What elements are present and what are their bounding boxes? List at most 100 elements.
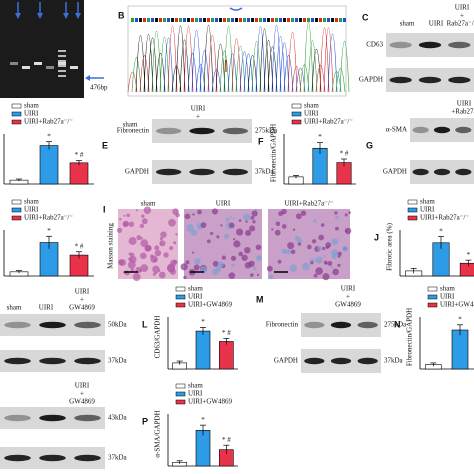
tissue bbox=[159, 237, 164, 241]
tissue bbox=[228, 272, 236, 279]
legend-label: UIRI bbox=[304, 110, 319, 118]
gel-band bbox=[58, 55, 66, 57]
blot-band bbox=[330, 321, 352, 329]
blot-band bbox=[418, 41, 442, 49]
tissue bbox=[175, 212, 180, 218]
tissue bbox=[193, 264, 200, 271]
lane-header: sham bbox=[7, 304, 22, 312]
tissue bbox=[301, 262, 310, 271]
legend-swatch bbox=[427, 302, 438, 308]
tissue bbox=[334, 226, 339, 231]
base-call bbox=[323, 18, 326, 22]
tissue bbox=[337, 251, 342, 256]
base-call bbox=[143, 18, 146, 22]
kda-label: 275kDa bbox=[255, 127, 278, 135]
blot-band bbox=[455, 126, 472, 134]
tissue bbox=[332, 268, 339, 276]
significance: * bbox=[201, 416, 205, 424]
base-call bbox=[263, 18, 266, 22]
tissue bbox=[220, 224, 223, 227]
tissue bbox=[140, 239, 149, 247]
tissue bbox=[140, 264, 149, 273]
tissue bbox=[152, 265, 160, 274]
tissue bbox=[150, 255, 158, 263]
tissue bbox=[330, 265, 334, 269]
tissue bbox=[238, 251, 243, 257]
legend-label: sham bbox=[24, 102, 39, 110]
tissue bbox=[327, 260, 333, 266]
tissue bbox=[129, 252, 135, 258]
tissue bbox=[315, 267, 323, 275]
legend-swatch bbox=[291, 111, 302, 117]
kda-label: 43kDa bbox=[108, 414, 128, 422]
base-call bbox=[235, 18, 238, 22]
legend-swatch bbox=[407, 207, 418, 213]
base-call bbox=[155, 18, 158, 22]
y-axis-label: Fibrotic area (%) bbox=[386, 222, 394, 270]
trace-peak bbox=[175, 25, 186, 93]
panel-label: M bbox=[256, 294, 264, 304]
lane-header: + bbox=[346, 293, 350, 301]
base-call bbox=[211, 18, 214, 22]
y-axis-label: Fibronectin/GAPDH bbox=[270, 124, 278, 182]
tissue bbox=[253, 266, 257, 270]
significance: * bbox=[47, 132, 51, 140]
lane-header: + bbox=[196, 113, 200, 121]
base-call bbox=[195, 18, 198, 22]
gel-band bbox=[58, 60, 66, 62]
tissue bbox=[243, 213, 251, 221]
tissue bbox=[229, 222, 235, 229]
tissue bbox=[331, 253, 338, 260]
tissue bbox=[325, 262, 328, 265]
base-call bbox=[183, 18, 186, 22]
base-call bbox=[215, 18, 218, 22]
row-name: CD63 bbox=[366, 41, 383, 49]
tissue bbox=[344, 227, 352, 235]
tissue bbox=[300, 210, 307, 216]
base-call bbox=[231, 18, 234, 22]
base-call bbox=[147, 18, 150, 22]
tissue bbox=[184, 213, 191, 220]
y-axis-label: α-SMA/GAPDH bbox=[154, 410, 162, 457]
kda-label: 50kDa bbox=[108, 321, 128, 329]
legend-swatch bbox=[175, 286, 186, 292]
kda-label: 37kDa bbox=[384, 357, 404, 365]
tissue bbox=[124, 270, 130, 276]
tissue bbox=[289, 264, 297, 272]
legend-label: UIRI+Rab27a⁻/⁻ bbox=[304, 118, 353, 126]
row-name: Fibronectin bbox=[266, 321, 299, 329]
base-call bbox=[255, 18, 258, 22]
tissue bbox=[140, 252, 147, 260]
base-call bbox=[171, 18, 174, 22]
gel-band bbox=[10, 62, 18, 65]
tissue bbox=[245, 229, 252, 237]
base-call bbox=[163, 18, 166, 22]
tissue bbox=[159, 242, 162, 245]
bar bbox=[195, 330, 211, 370]
arrow-head bbox=[85, 75, 90, 81]
blot-band bbox=[74, 321, 101, 329]
lane-header: UIRI bbox=[457, 100, 472, 108]
blot-band bbox=[39, 454, 66, 462]
lane-header: GW4869 bbox=[335, 301, 361, 309]
tissue bbox=[185, 260, 190, 265]
base-call bbox=[291, 18, 294, 22]
base-call bbox=[159, 18, 162, 22]
tissue bbox=[250, 273, 254, 277]
blot-band bbox=[330, 357, 352, 365]
legend-label: sham bbox=[440, 285, 455, 293]
bar bbox=[219, 341, 234, 370]
blot-band bbox=[455, 168, 472, 176]
tissue bbox=[274, 229, 281, 236]
gel-band bbox=[58, 65, 66, 67]
legend-swatch bbox=[291, 119, 302, 125]
significance: * bbox=[318, 133, 322, 141]
tissue bbox=[232, 217, 236, 220]
trace-peak bbox=[335, 68, 346, 93]
tissue bbox=[337, 263, 341, 267]
significance: * bbox=[467, 251, 471, 259]
tissue bbox=[158, 271, 166, 279]
tissue bbox=[152, 272, 156, 276]
tissue bbox=[295, 213, 302, 220]
tissue bbox=[256, 273, 260, 277]
